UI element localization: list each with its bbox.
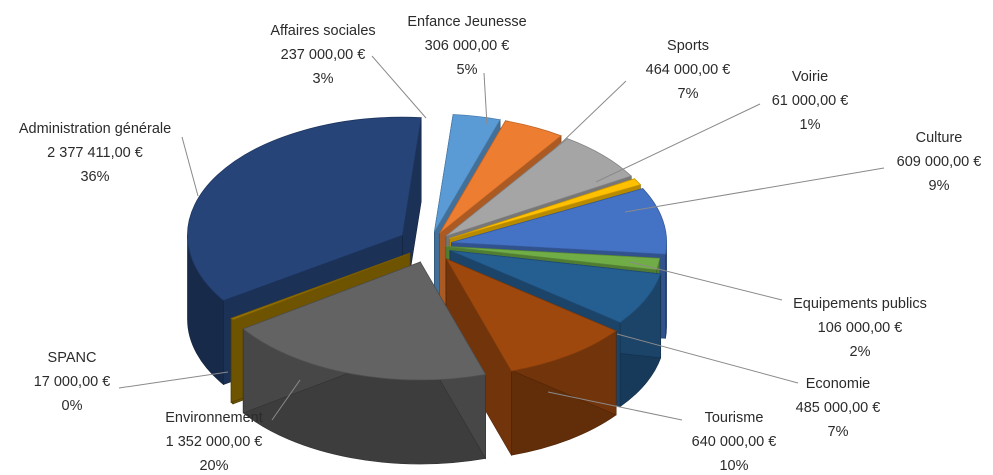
slice-name-label-affaires-sociales: Affaires sociales — [270, 23, 375, 39]
slice-percent-label-affaires-sociales: 3% — [313, 71, 334, 87]
slice-voirie — [449, 178, 642, 240]
data-labels-layer: Affaires sociales 237 000,00 € 3% Enfance J… — [19, 14, 982, 474]
slice-enfance-jeunesse — [439, 120, 562, 234]
slice-tops-layer — [187, 114, 668, 381]
slice-name-label-voirie: Voirie — [792, 69, 828, 85]
leader-line-equipements-publics — [629, 261, 783, 301]
slice-equipements-publics — [445, 246, 661, 271]
slice-value-label-equipements-publics: 106 000,00 € — [818, 320, 903, 336]
leader-line-voirie — [595, 103, 761, 183]
slice-value-label-economie: 485 000,00 € — [796, 400, 881, 416]
slice-name-label-environnement: Environnement — [165, 410, 263, 426]
leader-line-spanc — [118, 371, 229, 389]
slice-name-label-enfance-jeunesse: Enfance Jeunesse — [407, 14, 526, 30]
slice-value-label-environnement: 1 352 000,00 € — [166, 434, 263, 450]
slice-environnement — [242, 261, 487, 381]
slice-percent-label-tourisme: 10% — [719, 458, 748, 474]
slice-name-label-culture: Culture — [916, 130, 963, 146]
slice-name-label-tourisme: Tourisme — [705, 410, 764, 426]
slice-percent-label-equipements-publics: 2% — [850, 344, 871, 360]
slice-value-label-administration-generale: 2 377 411,00 € — [47, 145, 143, 161]
slice-name-label-spanc: SPANC — [48, 350, 97, 366]
slice-value-label-enfance-jeunesse: 306 000,00 € — [425, 38, 510, 54]
slice-tourisme — [445, 257, 617, 372]
slice-value-label-culture: 609 000,00 € — [897, 154, 982, 170]
slice-percent-label-culture: 9% — [929, 178, 950, 194]
leader-line-economie — [616, 333, 799, 384]
slice-economie — [449, 250, 662, 324]
leader-line-administration-generale — [181, 136, 199, 197]
slice-percent-label-spanc: 0% — [62, 398, 83, 414]
slice-value-label-voirie: 61 000,00 € — [772, 93, 849, 109]
slice-name-label-administration-generale: Administration générale — [19, 121, 171, 137]
slice-value-label-affaires-sociales: 237 000,00 € — [281, 47, 366, 63]
slice-value-label-sports: 464 000,00 € — [646, 62, 731, 78]
leader-line-enfance-jeunesse — [483, 72, 488, 126]
leader-line-affaires-sociales — [371, 55, 427, 119]
slice-percent-label-enfance-jeunesse: 5% — [457, 62, 478, 78]
slice-percent-label-administration-generale: 36% — [80, 169, 109, 185]
slice-name-label-equipements-publics: Equipements publics — [793, 296, 927, 312]
slice-percent-label-voirie: 1% — [800, 117, 821, 133]
slice-administration-generale — [187, 116, 422, 301]
slice-value-label-spanc: 17 000,00 € — [34, 374, 111, 390]
slice-name-label-sports: Sports — [667, 38, 709, 54]
leader-line-tourisme — [547, 391, 683, 421]
slice-culture — [451, 188, 668, 255]
slice-percent-label-economie: 7% — [828, 424, 849, 440]
slice-spanc — [230, 252, 411, 321]
leader-line-culture — [624, 167, 885, 213]
slice-percent-label-sports: 7% — [678, 86, 699, 102]
leader-line-environnement — [271, 379, 301, 421]
slice-value-label-tourisme: 640 000,00 € — [692, 434, 777, 450]
slice-name-label-economie: Economie — [806, 376, 870, 392]
slice-percent-label-environnement: 20% — [199, 458, 228, 474]
leader-lines-layer — [118, 55, 885, 421]
slice-sports — [445, 138, 633, 237]
slice-affaires-sociales — [433, 114, 501, 233]
leader-line-sports — [555, 80, 627, 149]
